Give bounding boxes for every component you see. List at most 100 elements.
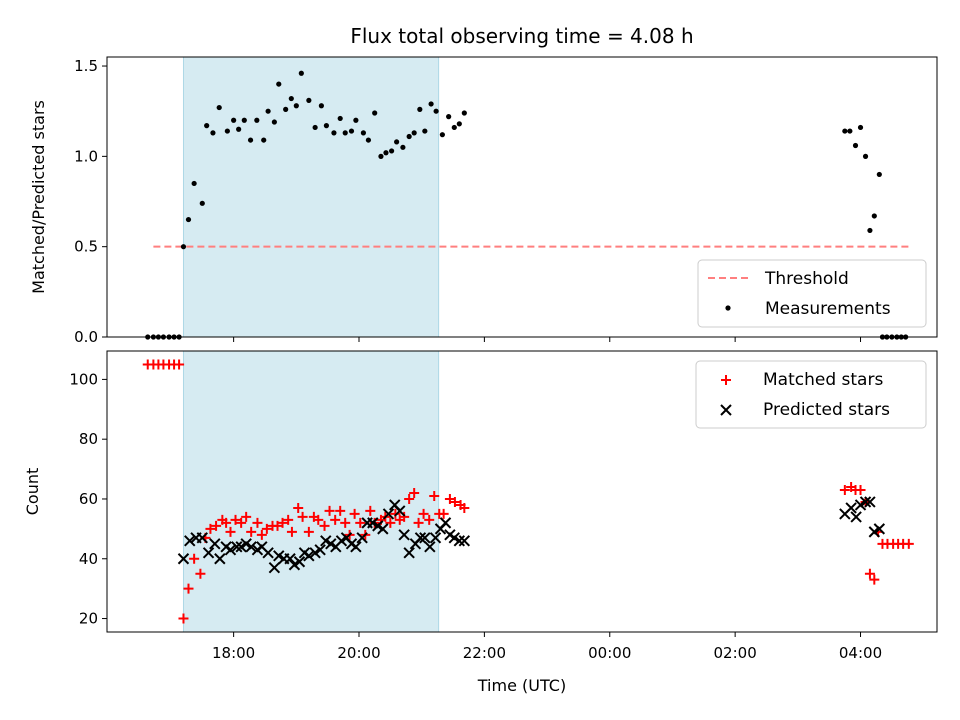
measurement-point [353, 117, 359, 123]
measurement-point [265, 108, 271, 114]
matched-star-point [178, 613, 189, 624]
legend-box [697, 259, 927, 328]
measurement-point [422, 128, 428, 134]
predicted-star-point [424, 541, 436, 553]
y-tick-label: 20 [79, 610, 98, 628]
measurement-point [323, 123, 330, 129]
measurement-point [383, 150, 389, 156]
predicted-star-point [419, 532, 431, 544]
measurement-point [276, 81, 282, 87]
predicted-star-point [262, 547, 274, 559]
matched-star-point [459, 502, 470, 513]
measurement-point [293, 103, 299, 109]
matched-star-point [183, 583, 194, 594]
measurement-point [867, 227, 873, 234]
x-tick-label: 00:00 [588, 644, 631, 662]
y-tick-label: 0.5 [74, 238, 98, 256]
matched-star-point [313, 514, 324, 525]
x-tick-label: 02:00 [714, 644, 757, 662]
matched-star-point [324, 505, 335, 516]
measurement-point [241, 117, 247, 123]
predicted-star-point [403, 547, 415, 559]
measurement-point [852, 142, 859, 149]
matched-star-point [429, 490, 440, 501]
legend-swatch-matched [721, 375, 731, 385]
matched-star-point [355, 517, 366, 528]
measurement-point [446, 114, 452, 120]
matched-star-point [256, 529, 267, 540]
matched-star-point [444, 493, 455, 504]
measurement-point [216, 104, 222, 111]
measurement-point [394, 139, 400, 145]
measurement-point [400, 144, 406, 150]
measurement-point [298, 70, 304, 76]
measurement-point [433, 108, 439, 114]
measurement-point [318, 103, 324, 109]
matched-star-point [246, 526, 257, 537]
predicted-star-point [177, 553, 190, 565]
legend-swatch-measurements [725, 305, 731, 311]
axes-frame [106, 56, 938, 338]
measurement-point [451, 124, 457, 131]
measurement-point [185, 216, 192, 223]
matched-star-point [205, 523, 216, 534]
measurement-point [417, 106, 423, 112]
predicted-star-point [356, 532, 368, 544]
measurement-point [204, 123, 210, 129]
measurement-point [365, 137, 372, 143]
predicted-star-point [314, 544, 326, 556]
predicted-star-point [202, 547, 215, 559]
y-axis-label: Count [23, 468, 42, 516]
matched-star-point [413, 517, 424, 528]
measurement-point [236, 126, 242, 132]
observing-window-span [182, 56, 440, 338]
measurement-point [360, 130, 366, 136]
matched-star-point [272, 520, 283, 531]
matched-star-point [855, 485, 866, 496]
matched-star-point [303, 526, 314, 537]
measurement-point [312, 124, 318, 131]
matched-star-point [293, 502, 304, 513]
predicted-star-point [394, 505, 406, 517]
matched-star-point [409, 487, 420, 498]
legend-label: Matched stars [763, 370, 883, 390]
matched-star-point [297, 511, 308, 522]
predicted-star-point [268, 562, 281, 574]
observing-window-span [182, 350, 440, 633]
predicted-star-point [214, 553, 226, 565]
predicted-star-point [429, 532, 442, 544]
measurement-point [461, 110, 467, 116]
matched-star-point [438, 508, 449, 519]
chart-title: Flux total observing time = 4.08 h [350, 24, 693, 48]
measurement-point [261, 137, 267, 143]
measurement-point [288, 95, 294, 102]
predicted-star-point [414, 532, 427, 544]
legend-label: Predicted stars [763, 400, 890, 420]
matched-star-point [195, 568, 206, 579]
predicted-star-point [284, 553, 296, 565]
x-tick-label: 22:00 [463, 644, 506, 662]
matched-star-point [839, 485, 850, 496]
matched-star-point [864, 568, 875, 579]
x-tick-label: 18:00 [212, 644, 255, 662]
matched-star-point [241, 511, 252, 522]
predicted-star-point [439, 517, 452, 529]
measurement-point [428, 101, 434, 107]
predicted-star-point [458, 535, 471, 547]
y-tick-label: 1.5 [74, 57, 98, 75]
predicted-star-point [859, 496, 872, 508]
measurement-point [342, 130, 348, 136]
predicted-star-point [873, 523, 886, 535]
measurement-point [331, 130, 337, 136]
matched-star-point [903, 538, 914, 549]
measurement-point [857, 124, 864, 131]
matched-star-point [225, 526, 236, 537]
measurement-point [254, 117, 260, 123]
measurement-point [191, 180, 197, 187]
predicted-star-point [453, 535, 466, 547]
matched-star-point [330, 514, 341, 525]
measurement-point [456, 121, 462, 127]
predicted-star-point [245, 541, 257, 553]
measurement-point [337, 115, 343, 122]
matched-star-point [252, 517, 263, 528]
